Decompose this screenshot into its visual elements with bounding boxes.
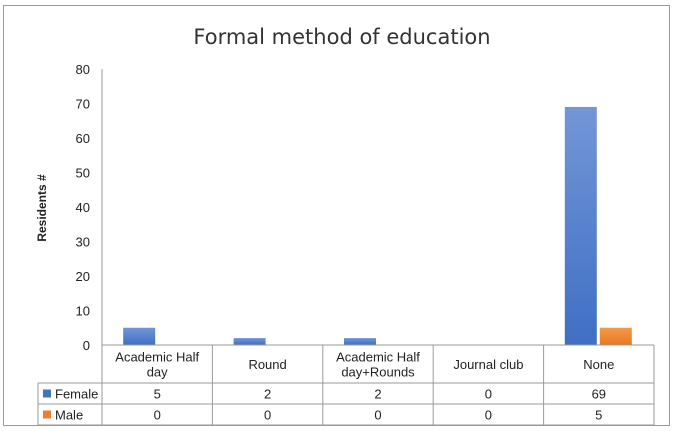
y-tick-label: 20 [76,269,90,284]
legend-swatch-male [43,410,51,419]
category-label: Round [248,357,286,372]
category-label: day+Rounds [341,365,415,380]
y-tick-label: 10 [76,304,90,319]
bar-female-0 [123,327,156,345]
chart-title: Formal method of education [193,25,490,49]
data-label-male: 5 [595,408,602,423]
data-label-male: 0 [485,408,492,423]
y-tick-label: 80 [76,62,90,77]
legend-label-female: Female [55,387,98,402]
category-label: Journal club [453,357,523,372]
category-label: Academic Half [115,350,199,365]
y-tick-label: 0 [83,338,90,353]
category-label: None [583,357,614,372]
y-tick-label: 40 [76,200,90,215]
data-label-male: 0 [264,408,271,423]
y-tick-label: 60 [76,131,90,146]
bar-male-4 [599,327,632,345]
data-label-female: 69 [592,387,606,402]
y-tick-label: 50 [76,166,90,181]
data-label-female: 5 [154,387,161,402]
data-label-male: 0 [154,408,161,423]
bar-female-2 [344,338,376,345]
category-label: Academic Half [336,350,420,365]
bar-female-4 [564,106,597,345]
data-label-female: 2 [374,387,381,402]
data-label-male: 0 [374,408,381,423]
bar-female-1 [233,338,266,345]
data-label-female: 2 [264,387,271,402]
y-tick-label: 30 [76,235,90,250]
data-label-female: 0 [485,387,492,402]
legend-swatch-female [43,389,51,398]
chart-frame [3,5,670,426]
legend-label-male: Male [55,408,83,423]
y-axis-label: Residents # [35,174,49,242]
category-label: day [147,365,168,380]
y-tick-label: 70 [76,97,90,112]
